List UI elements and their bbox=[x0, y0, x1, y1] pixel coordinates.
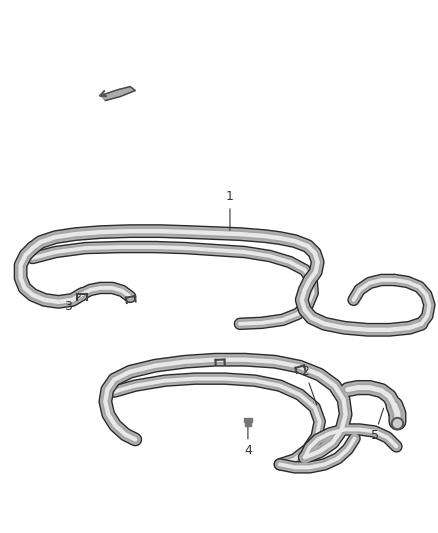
Polygon shape bbox=[100, 86, 135, 101]
Circle shape bbox=[392, 417, 403, 430]
Circle shape bbox=[393, 419, 401, 427]
Bar bbox=[245, 423, 251, 426]
Text: 1: 1 bbox=[226, 190, 234, 230]
Text: 5: 5 bbox=[371, 408, 384, 442]
Text: 2: 2 bbox=[301, 365, 317, 405]
Text: 3: 3 bbox=[64, 296, 80, 313]
Text: 4: 4 bbox=[244, 427, 252, 457]
Bar bbox=[244, 417, 252, 422]
